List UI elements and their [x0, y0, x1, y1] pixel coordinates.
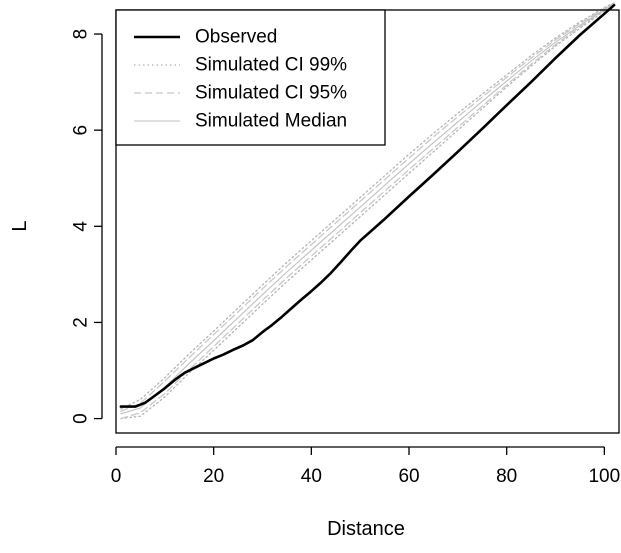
legend: Observed Simulated CI 99% Simulated CI 95%… — [115, 9, 386, 146]
series-line-simulated-ci-95-3 — [120, 2, 615, 413]
x-tick-label: 80 — [496, 466, 517, 487]
legend-box — [115, 9, 386, 146]
series-line-simulated-ci-99-1 — [120, 2, 615, 410]
series-line-observed-0 — [119, 3, 616, 408]
series-line-simulated-median-5 — [120, 3, 615, 415]
legend-label-observed: Observed — [195, 27, 277, 48]
x-tick-label: 20 — [203, 466, 224, 487]
y-tick-label: 6 — [71, 125, 92, 136]
data-layer — [119, 2, 616, 420]
series-line-simulated-ci-99-2 — [120, 3, 615, 420]
y-tick-label: 0 — [71, 413, 92, 424]
x-tick-label: 60 — [398, 466, 419, 487]
x-tick-label: 100 — [588, 466, 620, 487]
legend-label-simulated-ci-95: Simulated CI 95% — [195, 83, 347, 104]
x-tick-label: 0 — [111, 466, 122, 487]
x-tick-label: 40 — [301, 466, 322, 487]
legend-label-simulated-median: Simulated Median — [195, 111, 347, 132]
x-axis-title: Distance — [327, 518, 405, 540]
y-tick-label: 4 — [71, 221, 92, 232]
series-line-simulated-ci-95-4 — [120, 3, 615, 420]
y-axis-title: L — [9, 220, 31, 231]
y-tick-label: 8 — [71, 29, 92, 40]
y-tick-label: 2 — [71, 317, 92, 328]
y-axis: 0 2 4 6 8 — [71, 29, 103, 424]
x-axis: 0 20 40 60 80 100 — [111, 446, 620, 487]
legend-label-simulated-ci-99: Simulated CI 99% — [195, 55, 347, 76]
